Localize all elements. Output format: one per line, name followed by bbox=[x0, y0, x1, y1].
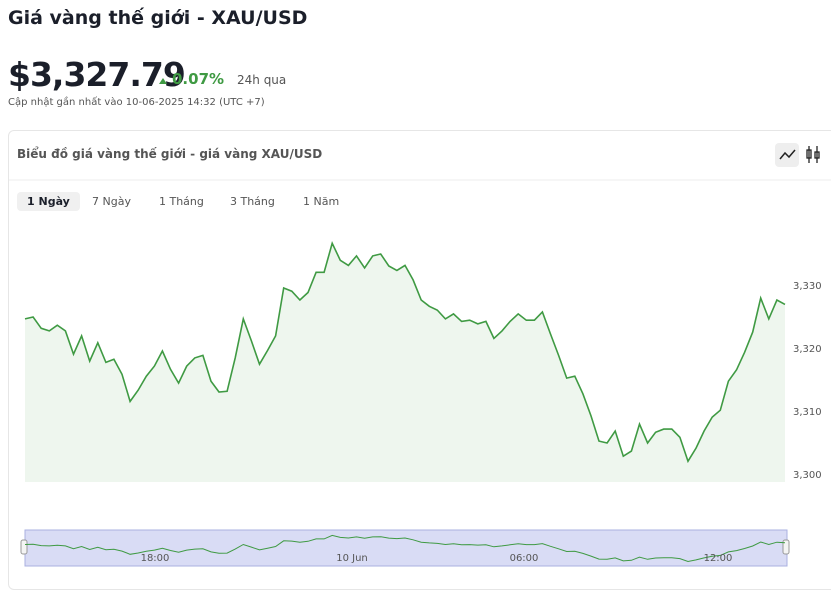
page-title: Giá vàng thế giới - XAU/USD bbox=[8, 7, 308, 29]
tab[interactable]: 1 Năm bbox=[303, 195, 340, 208]
navigator-label: 12:00 bbox=[704, 553, 733, 564]
price: $3,327.79 bbox=[8, 55, 186, 94]
y-tick-label: 3,300 bbox=[793, 470, 822, 481]
tab[interactable]: 7 Ngày bbox=[92, 195, 131, 208]
y-tick-label: 3,330 bbox=[793, 281, 822, 292]
price-area bbox=[25, 243, 785, 482]
chart: 3,300 3,310 3,320 3,330 18:00 10 Jun 06:00 12:0… bbox=[9, 143, 831, 567]
y-tick-label: 3,310 bbox=[793, 407, 822, 418]
change-period: 24h qua bbox=[237, 73, 287, 87]
navigator-handle[interactable] bbox=[20, 539, 28, 555]
tab[interactable]: 1 Tháng bbox=[159, 195, 204, 208]
navigator-label: 06:00 bbox=[510, 553, 539, 564]
tab[interactable]: 3 Tháng bbox=[230, 195, 275, 208]
price-line bbox=[24, 241, 786, 464]
navigator-handle[interactable] bbox=[782, 539, 790, 555]
line-icon bbox=[779, 149, 796, 160]
price-change: 0.07% bbox=[172, 70, 225, 88]
y-tick-label: 3,320 bbox=[793, 344, 822, 355]
navigator-label: 18:00 bbox=[141, 553, 170, 564]
updated-time: Cập nhật gần nhất vào 10-06-2025 14:32 (… bbox=[8, 97, 265, 108]
tab[interactable]: 1 Ngày bbox=[17, 192, 80, 211]
card-title: Biểu đồ giá vàng thế giới - giá vàng XAU… bbox=[17, 147, 323, 161]
page: Giá vàng thế giới - XAU/USD $3,327.79 0.… bbox=[8, 7, 831, 590]
navigator[interactable] bbox=[24, 529, 788, 567]
navigator-line bbox=[24, 534, 786, 563]
navigator-label: 10 Jun bbox=[336, 553, 368, 564]
candle-icon[interactable] bbox=[806, 146, 820, 163]
